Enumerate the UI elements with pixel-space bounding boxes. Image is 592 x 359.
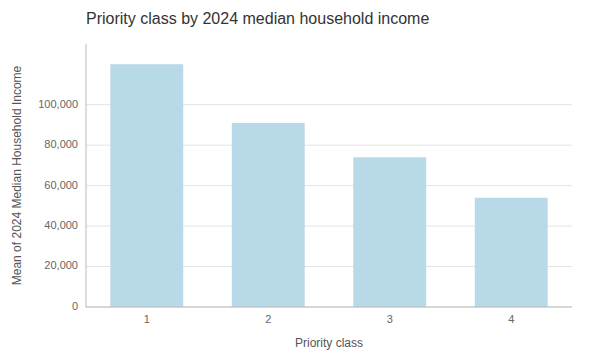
x-axis-line — [86, 307, 572, 308]
x-tick-label: 2 — [265, 313, 271, 325]
chart-svg: 0 20,000 40,000 60,000 80,000 100,000 1 2 3 4 Prio… — [0, 0, 592, 359]
bar — [353, 157, 426, 307]
x-tick-label: 1 — [144, 313, 150, 325]
x-tick-label: 3 — [387, 313, 393, 325]
y-axis-label: Mean of 2024 Median Household Income — [10, 65, 24, 285]
x-axis-label: Priority class — [295, 336, 363, 350]
bar — [475, 198, 548, 307]
x-tick-label: 4 — [508, 313, 514, 325]
y-tick-label: 40,000 — [44, 219, 78, 231]
y-axis-line — [86, 44, 87, 307]
bar — [232, 123, 305, 307]
bar — [110, 64, 183, 307]
y-tick-label: 80,000 — [44, 138, 78, 150]
y-tick-label: 60,000 — [44, 179, 78, 191]
title: Priority class by 2024 median household … — [86, 10, 429, 27]
grid-line — [86, 307, 572, 308]
y-tick-label: 0 — [72, 300, 78, 312]
bars — [110, 64, 547, 307]
y-tick-label: 20,000 — [44, 259, 78, 271]
chart-container: 0 20,000 40,000 60,000 80,000 100,000 1 2 3 4 Prio… — [0, 0, 592, 359]
y-tick-label: 100,000 — [38, 98, 78, 110]
